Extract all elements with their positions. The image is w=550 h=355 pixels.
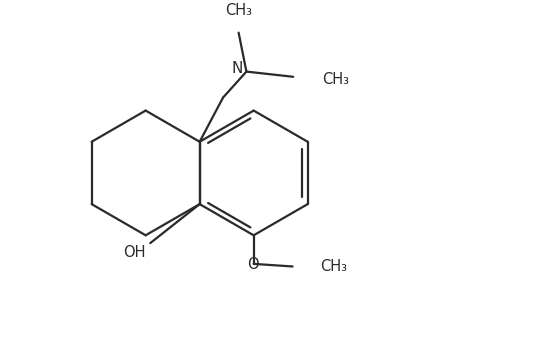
Text: N: N <box>232 61 243 76</box>
Text: CH₃: CH₃ <box>322 72 349 87</box>
Text: CH₃: CH₃ <box>225 3 252 18</box>
Text: O: O <box>247 257 258 272</box>
Text: OH: OH <box>123 245 146 260</box>
Text: CH₃: CH₃ <box>320 259 346 274</box>
